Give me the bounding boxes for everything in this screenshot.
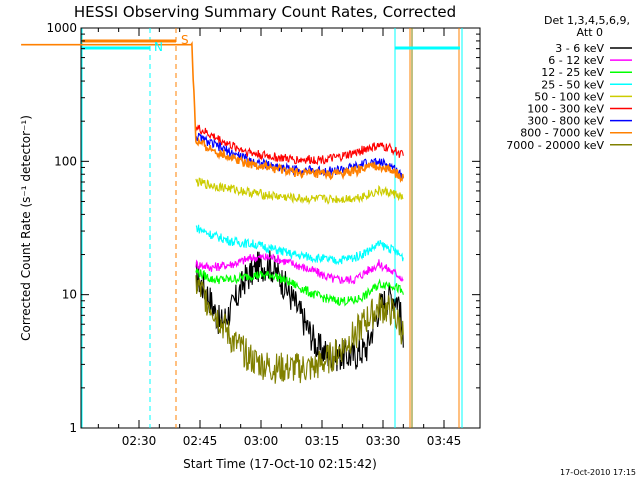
legend-label: 50 - 100 keV — [534, 90, 604, 103]
legend-label: 7000 - 20000 keV — [506, 139, 604, 152]
legend-label: 300 - 800 keV — [527, 115, 604, 128]
legend-label: 6 - 12 keV — [548, 54, 604, 67]
series-line-4 — [195, 177, 404, 206]
x-axis-ticks: 02:30 02:45 03:00 03:15 03:30 03:45 — [97, 28, 462, 448]
x-tick-label: 03:45 — [427, 434, 462, 448]
series-line-5 — [195, 124, 404, 166]
series-line-3 — [195, 224, 404, 266]
legend-header-2: Att 0 — [577, 26, 603, 39]
x-tick-label: 02:45 — [183, 434, 218, 448]
legend-label: 3 - 6 keV — [555, 42, 604, 55]
y-axis-ticks: 1 10 100 1000 — [46, 21, 480, 435]
y-tick-label: 1 — [69, 421, 77, 435]
y-axis-label: Corrected Count Rate (s⁻¹ detector⁻¹) — [19, 115, 33, 341]
x-tick-label: 03:00 — [244, 434, 279, 448]
series-line-2 — [195, 268, 404, 307]
x-tick-label: 03:30 — [366, 434, 401, 448]
footer-timestamp: 17-Oct-2010 17:15 — [560, 468, 636, 477]
event-markers — [81, 28, 463, 428]
legend-label: 100 - 300 keV — [527, 103, 604, 116]
series-line-8 — [195, 275, 404, 384]
series-line-1 — [195, 253, 404, 285]
x-axis-label: Start Time (17-Oct-10 02:15:42) — [183, 457, 377, 471]
plot-frame — [80, 27, 481, 429]
series-line-0 — [195, 250, 404, 372]
legend-header-1: Det 1,3,4,5,6,9, — [544, 14, 630, 27]
y-tick-label: 1000 — [46, 21, 77, 35]
x-tick-label: 03:15 — [305, 434, 340, 448]
y-tick-label: 100 — [54, 154, 77, 168]
series-line-7 — [21, 40, 405, 184]
series-group — [21, 40, 405, 384]
legend-label: 800 - 7000 keV — [520, 127, 604, 140]
legend-label: 25 - 50 keV — [541, 78, 604, 91]
annotation-s: S — [181, 33, 189, 47]
x-tick-label: 02:30 — [122, 434, 157, 448]
legend-label: 12 - 25 keV — [541, 66, 604, 79]
annotation-n: N — [154, 40, 163, 54]
y-tick-label: 10 — [62, 288, 77, 302]
chart-title: HESSI Observing Summary Count Rates, Cor… — [74, 3, 456, 21]
